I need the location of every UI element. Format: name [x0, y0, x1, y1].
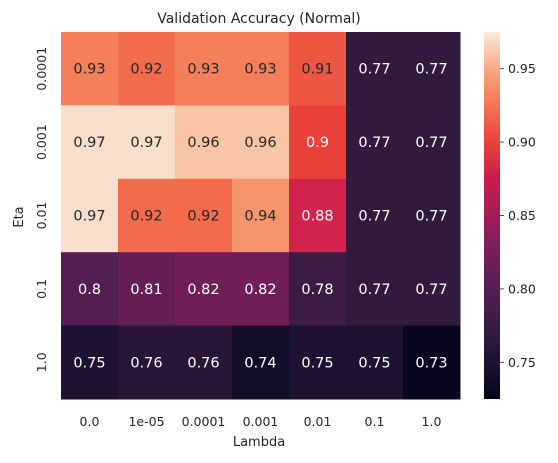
heatmap-cell [118, 325, 176, 400]
cell-value-label: 0.92 [130, 62, 162, 78]
colorbar-ticks: 0.75 0.80 0.85 0.90 0.95 [500, 61, 536, 370]
heatmap-cell [289, 105, 347, 180]
cell-value-label: 0.77 [415, 62, 447, 78]
y-tick-label: 0.1 [34, 279, 49, 299]
x-tick-label: 0.0 [80, 414, 100, 429]
heatmap-cell [346, 32, 404, 106]
heatmap-cell [118, 32, 176, 106]
heatmap-cell [61, 252, 119, 327]
cell-value-label: 0.92 [187, 209, 219, 225]
y-tick-label: 1.0 [34, 352, 49, 372]
chart-title: Validation Accuracy (Normal) [157, 11, 361, 27]
cell-value-label: 0.76 [187, 355, 219, 371]
x-tick-label: 0.001 [243, 414, 279, 429]
cell-value-label: 0.97 [130, 135, 162, 151]
colorbar-tick-label: 0.75 [508, 355, 536, 370]
cell-value-label: 0.77 [358, 282, 390, 298]
y-axis-label: Eta [12, 206, 27, 227]
heatmap-cell [61, 325, 119, 400]
x-tick-label: 0.1 [365, 414, 385, 429]
cell-value-label: 0.97 [73, 209, 105, 225]
heatmap-cell [346, 252, 404, 327]
cell-value-label: 0.75 [73, 355, 105, 371]
heatmap-cell [232, 105, 290, 180]
heatmap-cell [403, 178, 461, 253]
colorbar [484, 32, 500, 399]
x-axis-label: Lambda [233, 435, 285, 450]
x-tick-label: 0.01 [304, 414, 332, 429]
cell-value-label: 0.97 [73, 135, 105, 151]
heatmap-cell [232, 32, 290, 106]
cell-value-label: 0.9 [306, 135, 329, 151]
heatmap-cell [175, 252, 233, 327]
cell-value-label: 0.75 [358, 355, 390, 371]
cell-value-label: 0.96 [187, 135, 219, 151]
heatmap-cells: 0.93 0.92 0.93 0.93 0.91 0.77 0.77 0.97 0.97 0.96… [61, 32, 461, 400]
colorbar-tick-label: 0.95 [508, 61, 536, 76]
cell-value-label: 0.76 [130, 355, 162, 371]
x-tick-labels: 0.0 1e-05 0.0001 0.001 0.01 0.1 1.0 [80, 414, 442, 429]
cell-value-label: 0.74 [244, 355, 276, 371]
heatmap-cell [175, 178, 233, 253]
heatmap-cell [61, 32, 119, 106]
cell-value-label: 0.96 [244, 135, 276, 151]
heatmap-cell [118, 252, 176, 327]
x-tick-label: 0.0001 [182, 414, 226, 429]
heatmap-cell [61, 105, 119, 180]
cell-value-label: 0.91 [301, 62, 333, 78]
heatmap-cell [346, 178, 404, 253]
cell-value-label: 0.93 [244, 62, 276, 78]
cell-value-label: 0.81 [130, 282, 162, 298]
heatmap-cell [175, 105, 233, 180]
cell-value-label: 0.8 [78, 282, 101, 298]
colorbar-tick-label: 0.85 [508, 208, 536, 223]
colorbar-tick-label: 0.90 [508, 135, 536, 150]
heatmap-cell [346, 325, 404, 400]
x-tick-label: 1e-05 [128, 414, 164, 429]
cell-value-label: 0.77 [415, 135, 447, 151]
y-tick-labels: 0.0001 0.001 0.01 0.1 1.0 [34, 47, 49, 372]
cell-value-label: 0.92 [130, 209, 162, 225]
heatmap-cell [403, 252, 461, 327]
heatmap-cell [289, 252, 347, 327]
heatmap-cell [346, 105, 404, 180]
heatmap-cell [175, 32, 233, 106]
cell-value-label: 0.78 [301, 282, 333, 298]
heatmap-cell [403, 105, 461, 180]
cell-value-label: 0.94 [244, 209, 276, 225]
heatmap-cell [61, 178, 119, 253]
heatmap-cell [289, 32, 347, 106]
heatmap-cell [232, 325, 290, 400]
y-tick-label: 0.0001 [34, 47, 49, 91]
heatmap-cell [118, 178, 176, 253]
x-tick-label: 1.0 [422, 414, 442, 429]
cell-value-label: 0.93 [73, 62, 105, 78]
y-tick-label: 0.001 [34, 124, 49, 160]
cell-value-label: 0.77 [358, 62, 390, 78]
heatmap-cell [232, 178, 290, 253]
heatmap-cell [289, 178, 347, 253]
colorbar-tick-label: 0.80 [508, 281, 536, 296]
cell-value-label: 0.88 [301, 209, 333, 225]
cell-value-label: 0.73 [415, 355, 447, 371]
cell-value-label: 0.75 [301, 355, 333, 371]
y-tick-label: 0.01 [34, 202, 49, 230]
heatmap-cell [175, 325, 233, 400]
cell-value-label: 0.77 [358, 209, 390, 225]
heatmap-cell [403, 325, 461, 400]
cell-value-label: 0.93 [187, 62, 219, 78]
cell-value-label: 0.77 [358, 135, 390, 151]
heatmap-cell [118, 105, 176, 180]
heatmap-cell [403, 32, 461, 106]
heatmap-cell [289, 325, 347, 400]
cell-value-label: 0.77 [415, 209, 447, 225]
heatmap-cell [232, 252, 290, 327]
cell-value-label: 0.82 [244, 282, 276, 298]
cell-value-label: 0.82 [187, 282, 219, 298]
cell-value-label: 0.77 [415, 282, 447, 298]
